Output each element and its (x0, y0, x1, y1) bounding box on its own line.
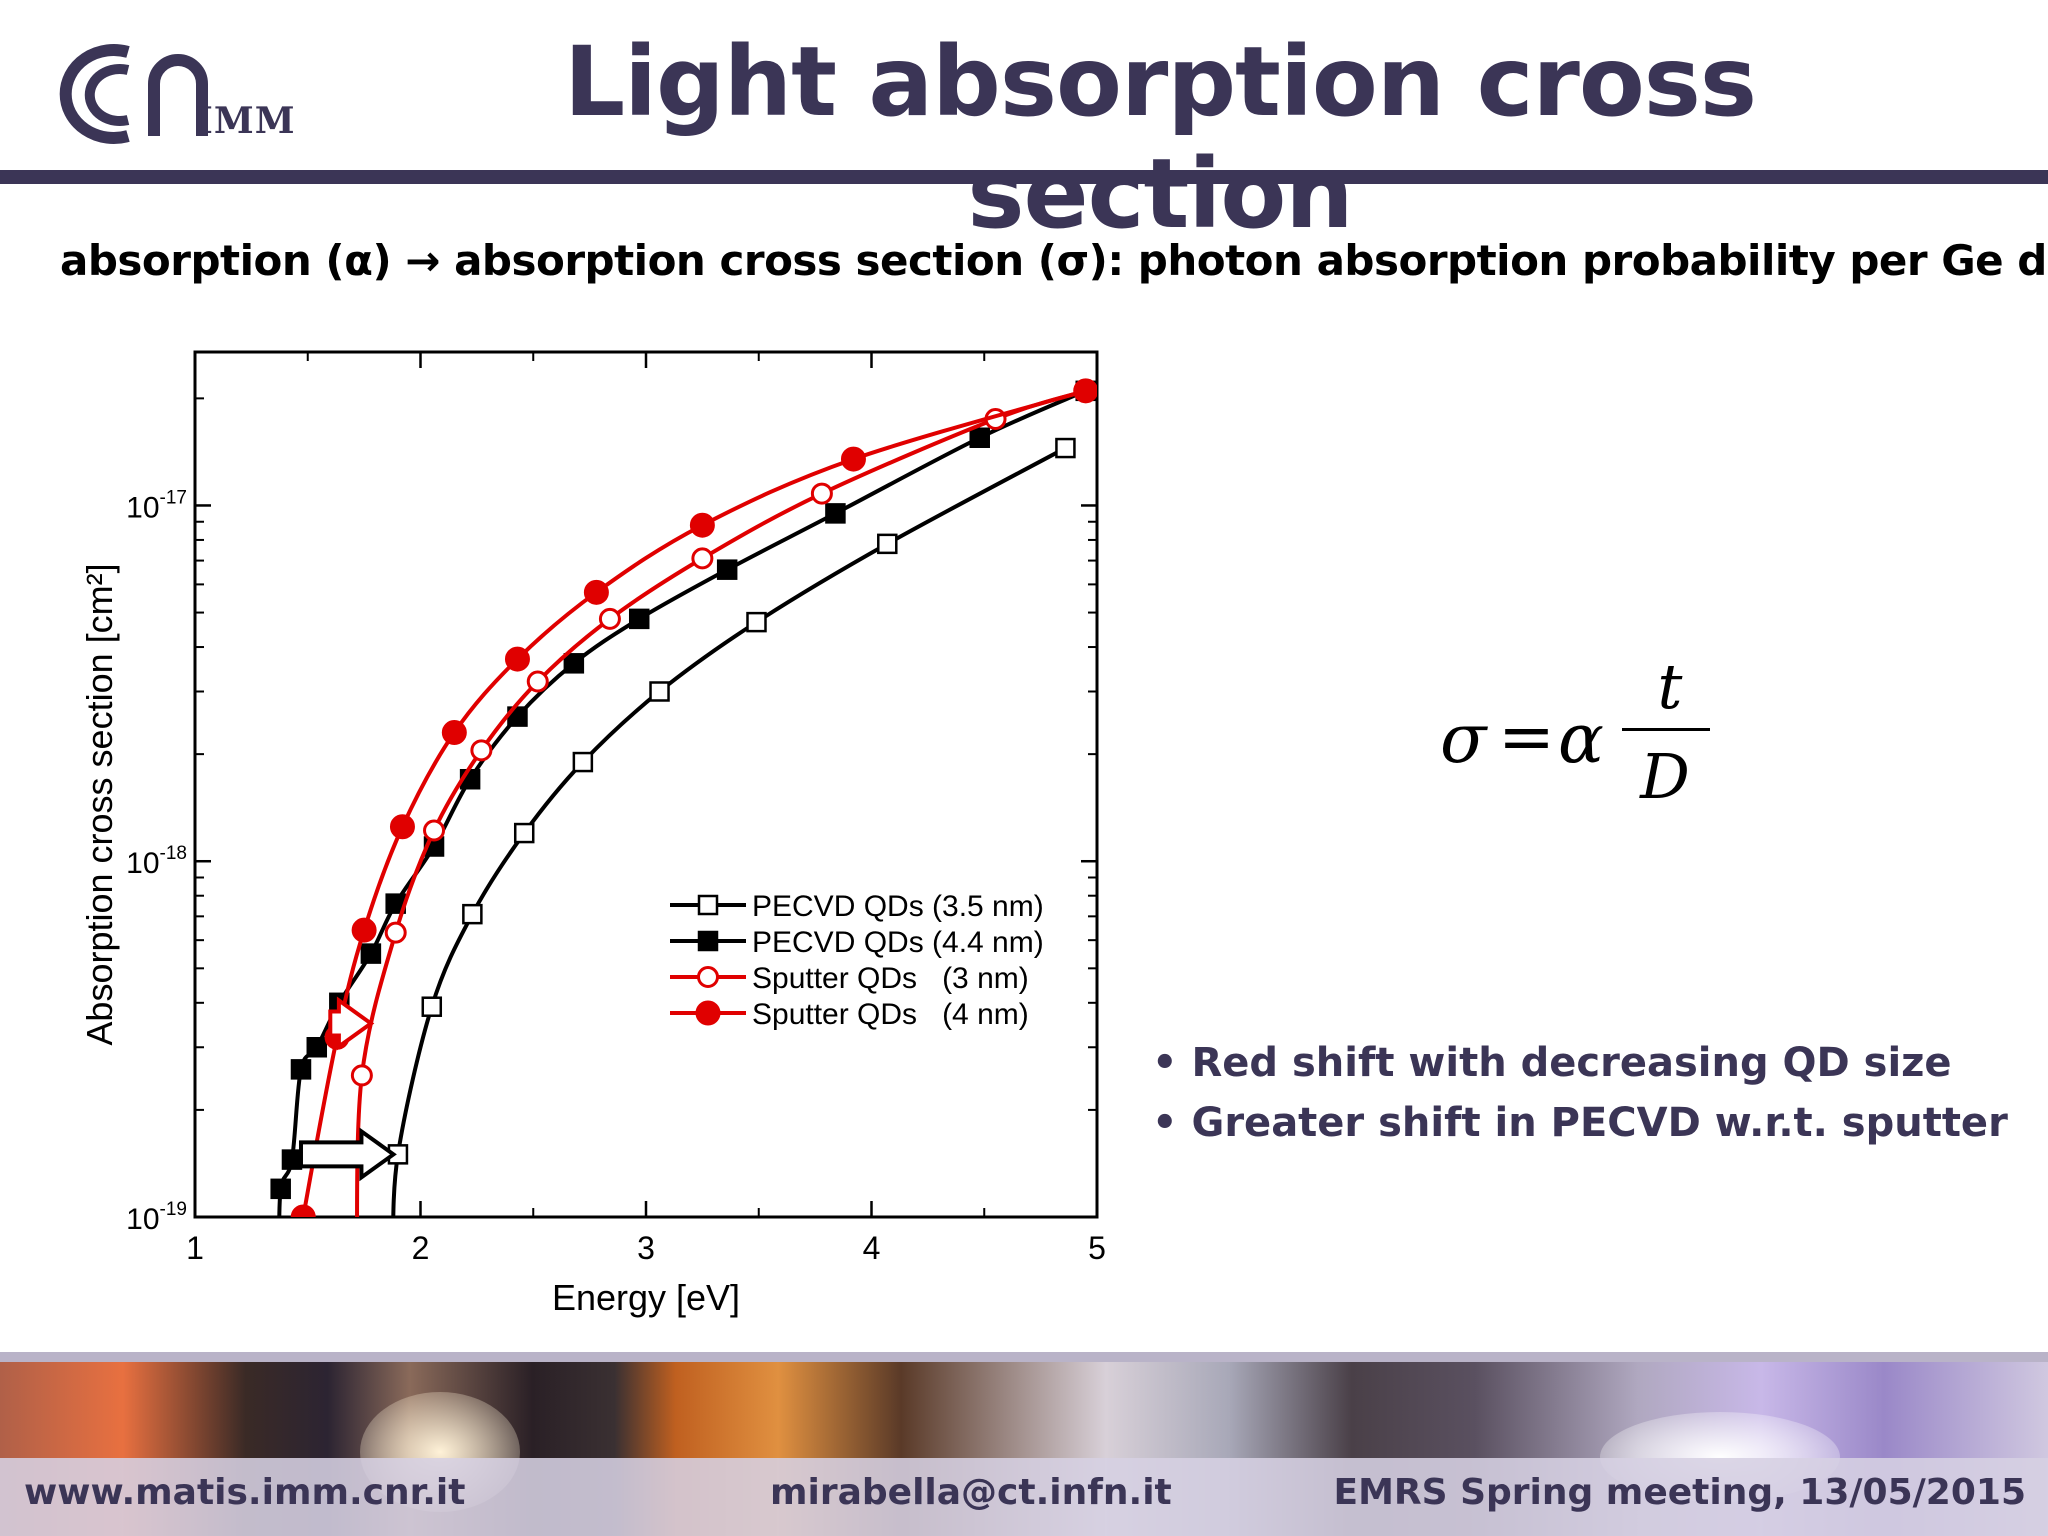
series-line (277, 389, 1087, 1217)
data-point (877, 533, 898, 555)
legend-marker (697, 930, 719, 952)
formula-numerator: t (1657, 650, 1683, 723)
plot-frame (193, 350, 1099, 1219)
data-point (969, 427, 990, 449)
subtitle: absorption (α) → absorption cross sectio… (60, 236, 2048, 285)
legend-label: Sputter QDs (3 nm) (752, 962, 1029, 995)
y-axis-label: Absorption cross section [cm²] (79, 563, 120, 1045)
data-point (504, 646, 530, 672)
title-divider (0, 170, 2048, 184)
sigma-formula: σ = α t D (1430, 650, 1710, 830)
legend-label: Sputter QDs (4 nm) (752, 998, 1029, 1031)
legend-label: PECVD QDs (4.4 nm) (752, 926, 1044, 959)
data-point (563, 653, 585, 674)
series-line (301, 388, 1087, 1217)
footer-bar (0, 1458, 2048, 1536)
data-point (746, 611, 767, 633)
bullet-item: Red shift with decreasing QD size (1152, 1040, 2008, 1086)
data-point (583, 579, 609, 605)
data-point (840, 446, 866, 472)
formula-equals: = (1498, 698, 1555, 777)
footer-website-link[interactable]: www.matis.imm.cnr.it (24, 1472, 466, 1513)
data-point (513, 822, 535, 844)
pecvd-shift-arrow (298, 1127, 397, 1182)
data-point (384, 921, 407, 944)
data-point (526, 670, 549, 693)
data-point (470, 739, 493, 762)
series-line (391, 446, 1067, 1217)
data-point (649, 681, 670, 702)
footer-email-link[interactable]: mirabella@ct.infn.it (770, 1472, 1172, 1513)
y-tick-label: 10-17 (126, 487, 187, 524)
footer-band (0, 1352, 2048, 1362)
x-tick-label: 3 (637, 1230, 655, 1266)
data-point (421, 996, 443, 1017)
footer-event: EMRS Spring meeting, 13/05/2015 (1333, 1472, 2026, 1513)
data-point (462, 903, 483, 925)
data-point (270, 1178, 291, 1200)
y-tick-label: 10-18 (126, 843, 187, 880)
absorption-chart: 1 2 3 4 5 10-19 10-18 10-17 Energy [eV] Absorptio… (79, 350, 1106, 1318)
data-point (1055, 437, 1076, 459)
data-point (350, 1064, 373, 1087)
legend-marker (695, 1000, 721, 1026)
data-point (281, 1149, 303, 1170)
formula-alpha: α (1558, 700, 1604, 779)
data-point (628, 608, 650, 630)
legend-marker (697, 894, 719, 916)
formula-denominator: D (1640, 740, 1690, 813)
data-point (389, 814, 415, 840)
y-tick-label: 10-19 (126, 1199, 187, 1236)
data-point (423, 819, 446, 842)
data-point (290, 1204, 316, 1217)
x-tick-label: 1 (186, 1230, 204, 1266)
series-line (355, 388, 1087, 1217)
legend: PECVD QDs (3.5 nm)PECVD QDs (4.4 nm)Sput… (670, 890, 1044, 1031)
legend-label: PECVD QDs (3.5 nm) (752, 890, 1044, 923)
logo-text: IMM (196, 100, 296, 142)
x-tick-label: 2 (412, 1230, 430, 1266)
data-point (441, 720, 467, 746)
data-point (1073, 378, 1097, 404)
data-point (689, 512, 715, 538)
plot-area (270, 378, 1097, 1217)
sputter-shift-arrow (328, 996, 375, 1051)
data-point (716, 559, 738, 580)
data-point (825, 503, 846, 524)
data-point (351, 917, 377, 943)
x-tick-label: 5 (1088, 1230, 1106, 1266)
data-point (360, 943, 382, 964)
legend-marker (697, 966, 719, 988)
data-point (598, 607, 621, 630)
x-tick-label: 4 (863, 1230, 881, 1266)
page-title: Light absorption cross section (563, 26, 1757, 250)
data-point (691, 547, 714, 570)
data-point (306, 1037, 328, 1058)
formula-fraction-bar (1622, 728, 1710, 731)
x-axis-label: Energy [eV] (552, 1277, 740, 1318)
data-point (810, 482, 833, 505)
data-point (290, 1059, 312, 1080)
data-point (572, 751, 594, 773)
formula-sigma: σ (1440, 700, 1487, 779)
cnr-logo (59, 44, 208, 144)
bullet-item: Greater shift in PECVD w.r.t. sputter (1152, 1100, 2008, 1146)
bullet-list: Red shift with decreasing QD size Greate… (1152, 1040, 2008, 1160)
